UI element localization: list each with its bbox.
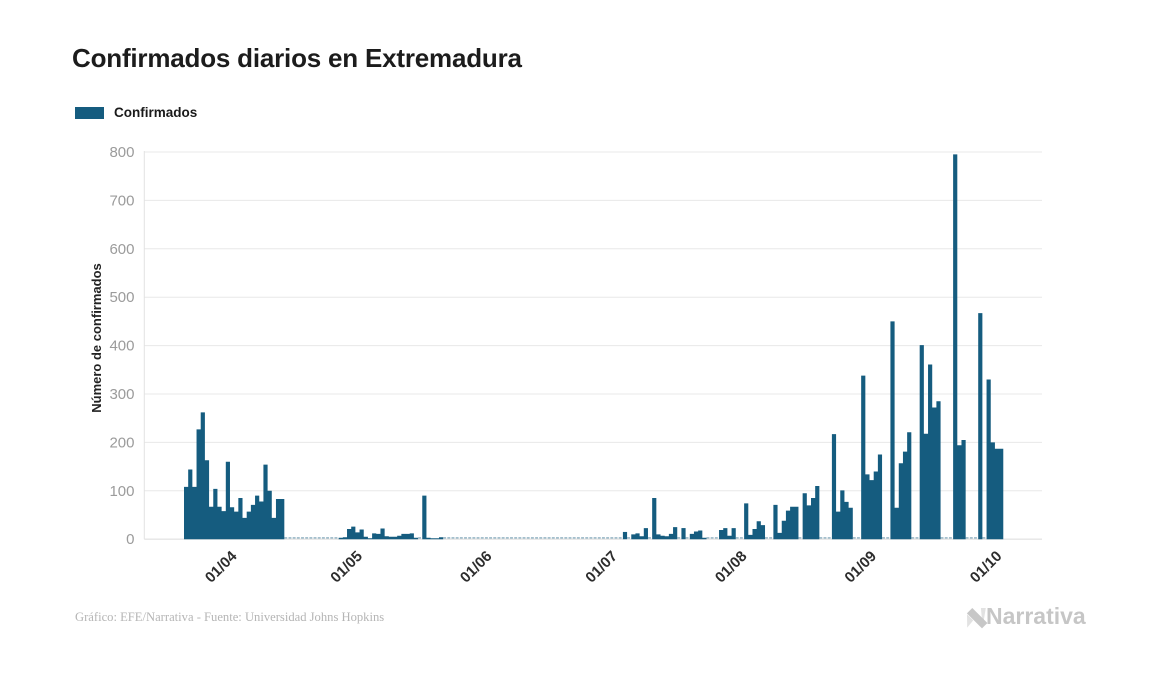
svg-text:400: 400 — [109, 338, 134, 355]
svg-text:200: 200 — [109, 434, 134, 451]
svg-text:01/07: 01/07 — [582, 548, 621, 587]
svg-text:Número de confirmados: Número de confirmados — [89, 263, 104, 413]
svg-text:100: 100 — [109, 483, 134, 500]
svg-text:01/09: 01/09 — [841, 548, 880, 587]
svg-text:500: 500 — [109, 289, 134, 306]
svg-text:0: 0 — [126, 531, 134, 548]
svg-text:800: 800 — [109, 144, 134, 161]
svg-text:300: 300 — [109, 386, 134, 403]
svg-text:01/10: 01/10 — [967, 548, 1006, 587]
svg-text:01/06: 01/06 — [457, 548, 496, 587]
svg-text:600: 600 — [109, 241, 134, 258]
svg-text:01/05: 01/05 — [327, 548, 366, 587]
svg-text:700: 700 — [109, 192, 134, 209]
svg-text:01/04: 01/04 — [202, 547, 241, 586]
svg-text:01/08: 01/08 — [712, 548, 751, 587]
